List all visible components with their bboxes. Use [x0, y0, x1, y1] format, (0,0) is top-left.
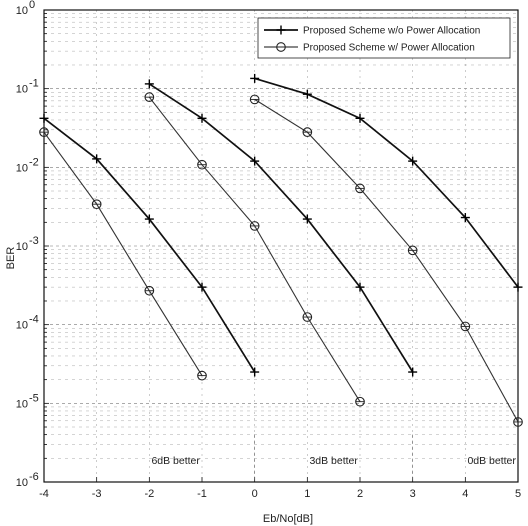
grid-layer: [44, 10, 518, 482]
legend-box: [257, 17, 511, 59]
y-tick-label: 10: [16, 162, 28, 174]
annotation-layer: 6dB better 3dB better 0dB better: [151, 434, 516, 482]
y-tick-label: 10: [16, 398, 28, 410]
x-tick-label: 0: [252, 488, 258, 500]
legend-label: Proposed Scheme w/o Power Allocation: [303, 26, 480, 37]
x-tick-label: 2: [357, 488, 363, 500]
x-tick-label: 1: [304, 488, 310, 500]
y-tick-exponent: -6: [29, 471, 39, 483]
series-layer: [39, 73, 523, 427]
x-tick-label: 5: [515, 488, 521, 500]
y-tick-exponent: -4: [29, 314, 39, 326]
series-line-without-pa: [254, 77, 519, 288]
y-tick-exponent: -1: [29, 78, 39, 90]
annotation-label: 6dB better: [151, 455, 200, 467]
x-tick-label: 4: [462, 488, 468, 500]
annotation-label: 0dB better: [467, 455, 516, 467]
series-line-with-pa: [43, 131, 203, 376]
y-tick-exponent: 0: [29, 0, 35, 11]
y-tick-exponent: -5: [29, 392, 39, 404]
y-axis-label: BER: [5, 247, 17, 270]
series-line-without-pa: [148, 83, 414, 373]
y-tick-label: 10: [16, 241, 28, 253]
legend-label: Proposed Scheme w/ Power Allocation: [303, 43, 475, 54]
y-tick-exponent: -3: [29, 235, 39, 247]
y-tick-label: 10: [16, 320, 28, 332]
y-tick-label: 10: [16, 477, 28, 489]
x-tick-label: -1: [197, 488, 207, 500]
x-tick-label: -3: [92, 488, 102, 500]
series-line-with-pa: [254, 98, 519, 423]
x-tick-label: -2: [144, 488, 154, 500]
x-tick-label: -4: [39, 488, 49, 500]
legend: Proposed Scheme w/o Power Allocation Prop…: [257, 17, 511, 59]
annotation-label: 3dB better: [309, 455, 358, 467]
y-tick-label: 10: [16, 5, 28, 17]
y-tick-label: 10: [16, 84, 28, 96]
x-tick-label: 3: [410, 488, 416, 500]
y-tick-exponent: -2: [29, 156, 39, 168]
x-axis-label: Eb/No[dB]: [263, 513, 313, 525]
